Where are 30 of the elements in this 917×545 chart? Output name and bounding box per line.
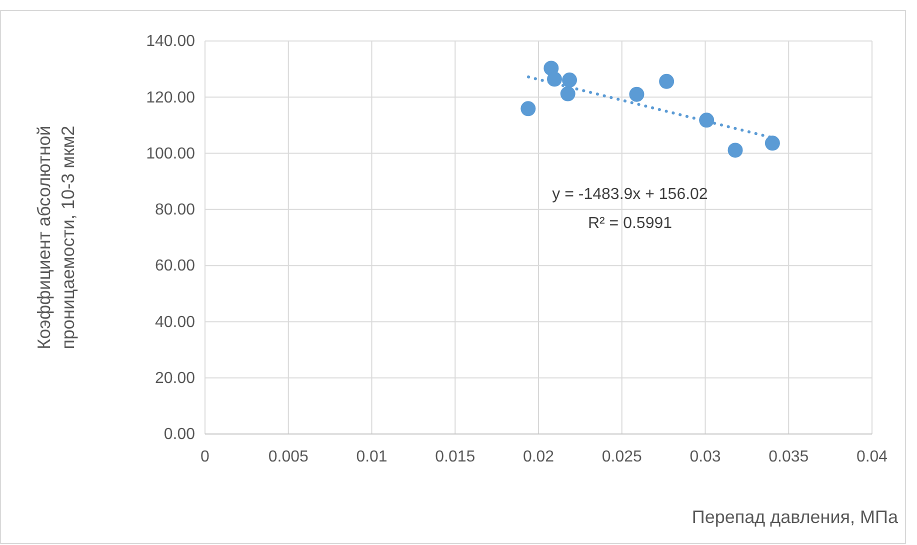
point — [728, 142, 743, 158]
x-axis-title: Перепад давления, МПа — [692, 507, 899, 527]
y-tick-label: 0.00 — [164, 426, 196, 444]
point — [659, 74, 674, 89]
y-tick-label: 80.00 — [154, 202, 196, 219]
y-tick-label: 60.00 — [154, 258, 196, 275]
point — [629, 86, 644, 102]
point — [560, 86, 576, 102]
y-tick-label: 100.00 — [146, 145, 196, 162]
y-tick-label: 40.00 — [154, 314, 196, 331]
x-tick-label: 0 — [200, 448, 210, 466]
x-tick-label: 0.01 — [356, 448, 388, 466]
point — [699, 112, 714, 128]
y-tick-label: 20.00 — [154, 370, 196, 387]
y-axis-title: Коэффициент абсолютной проницаемости, 10-3 мкм2 — [34, 126, 78, 350]
x-tick-label: 0.025 — [602, 448, 642, 466]
point — [562, 72, 578, 88]
x-tick-label: 0.005 — [268, 448, 308, 466]
x-tick-label: 0.035 — [768, 448, 809, 466]
x-tick-label: 0.015 — [435, 448, 476, 466]
point — [547, 72, 562, 87]
y-tick-label: 140.00 — [146, 33, 196, 50]
x-tick-label: 0.03 — [690, 448, 721, 466]
y-tick-label: 120.00 — [146, 89, 196, 106]
x-tick-label: 0.04 — [856, 448, 888, 466]
annotation: y = -1483.9x + 156.02 — [552, 186, 708, 203]
point — [520, 101, 536, 116]
x-tick-label: 0.02 — [522, 448, 554, 466]
point — [764, 136, 780, 151]
annotation: R² = 0.5991 — [588, 215, 672, 232]
